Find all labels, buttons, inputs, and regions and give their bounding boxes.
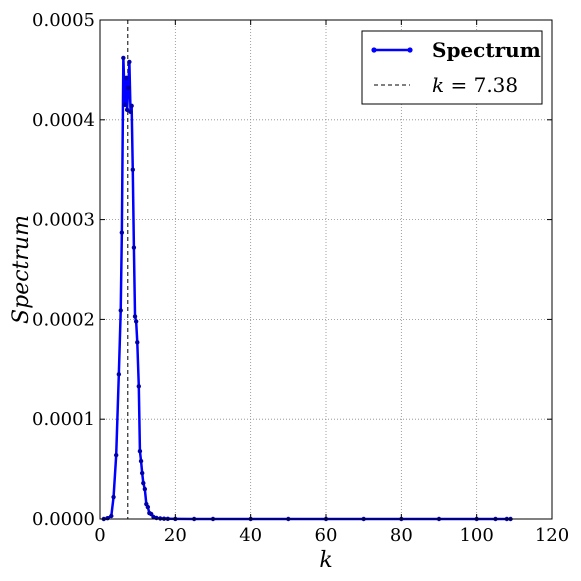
series-point xyxy=(141,480,146,486)
series-point xyxy=(128,109,133,115)
series-line xyxy=(103,56,511,521)
y-tick-label: 0.0003 xyxy=(32,210,95,231)
legend-box xyxy=(361,30,543,105)
series-point xyxy=(116,372,122,377)
x-tick-labels: 0 20 40 60 80 100 120 xyxy=(94,525,569,546)
legend: Spectrum k = 7.38 xyxy=(361,30,543,105)
series-point xyxy=(111,494,116,500)
series-point xyxy=(122,102,128,108)
y-tick-label: 0.0004 xyxy=(32,110,95,131)
series-point xyxy=(113,452,119,458)
legend-series-label: Spectrum xyxy=(432,38,541,62)
x-tick-label: 60 xyxy=(315,525,338,546)
x-tick-label: 0 xyxy=(94,525,105,546)
x-tick-label: 80 xyxy=(390,525,413,546)
x-tick-label: 40 xyxy=(239,525,262,546)
legend-reference-label: k = 7.38 xyxy=(432,73,518,97)
x-tick-label: 120 xyxy=(535,525,569,546)
y-tick-labels: 0.0000 0.0001 0.0002 0.0003 0.0004 0.0005 xyxy=(32,10,95,530)
grid-lines xyxy=(100,20,552,519)
series-point xyxy=(131,245,137,250)
legend-reference-value: = 7.38 xyxy=(444,73,518,97)
series-point xyxy=(136,384,141,389)
y-tick-label: 0.0001 xyxy=(32,409,95,430)
series-point xyxy=(126,85,131,91)
series-point xyxy=(121,55,126,61)
legend-reference-var: k xyxy=(432,73,444,97)
series-point xyxy=(109,513,114,519)
series-point xyxy=(118,308,123,313)
y-tick-label: 0.0005 xyxy=(32,10,95,31)
series-point xyxy=(145,504,151,510)
legend-series-marker-left xyxy=(371,47,377,53)
legend-series-marker-right xyxy=(407,47,413,53)
series-point xyxy=(142,486,148,492)
y-tick-label: 0.0000 xyxy=(32,509,95,530)
series-point xyxy=(127,59,132,65)
y-axis-title: Spectrum xyxy=(9,215,34,324)
series-point xyxy=(130,167,135,172)
series-point xyxy=(139,470,145,476)
series-point xyxy=(129,103,134,109)
series-point xyxy=(149,511,154,517)
series-point xyxy=(124,75,129,81)
axis-ticks xyxy=(99,19,553,520)
series-point xyxy=(137,448,143,454)
x-tick-label: 100 xyxy=(459,525,493,546)
series-point xyxy=(119,230,125,235)
series-point xyxy=(154,515,159,521)
y-tick-label: 0.0002 xyxy=(32,309,95,330)
x-tick-label: 20 xyxy=(164,525,187,546)
series-point xyxy=(105,516,110,521)
series-point xyxy=(138,458,144,464)
series-group xyxy=(101,55,513,522)
series-point xyxy=(132,314,138,319)
x-axis-title: k xyxy=(319,548,332,573)
series-point xyxy=(124,107,130,113)
series-point xyxy=(133,319,139,324)
series-point xyxy=(135,340,140,345)
